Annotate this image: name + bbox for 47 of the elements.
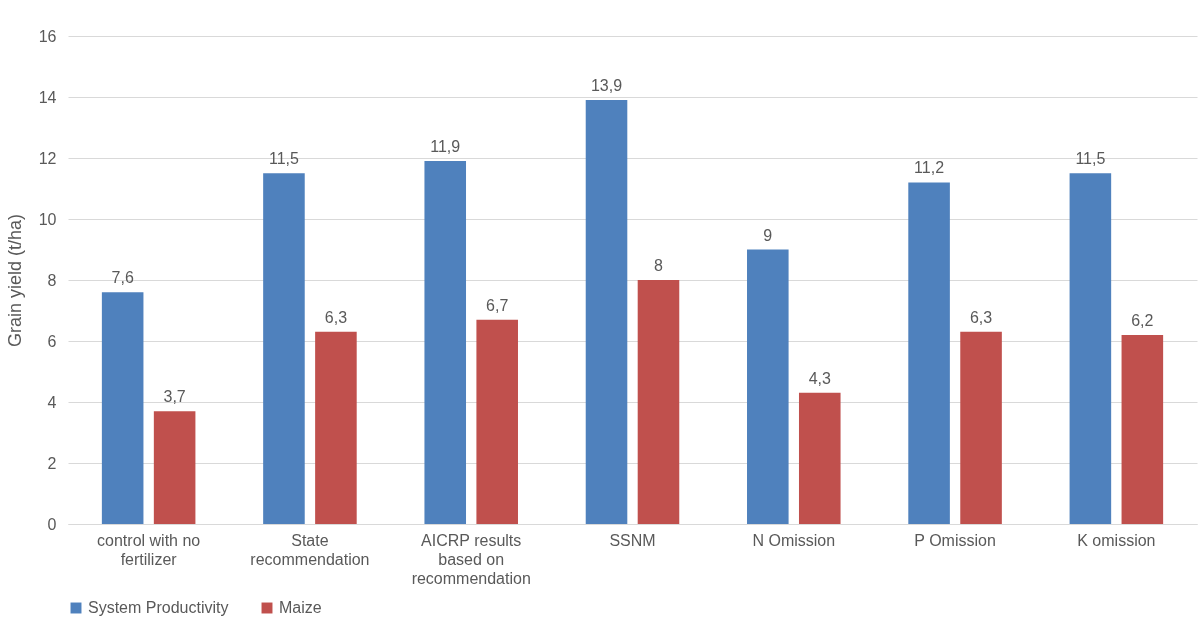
y-tick-label: 14 (38, 88, 57, 106)
bar (747, 249, 789, 524)
bar (315, 331, 357, 524)
y-axis-title: Grain yield (t/ha) (4, 213, 25, 348)
x-tick-label: K omission (1077, 531, 1156, 549)
y-tick-label: 4 (47, 393, 57, 411)
x-tick-label: control with no fertilizer (97, 531, 201, 568)
y-tick-label: 6 (47, 332, 57, 350)
x-tick-label: State recommendation (250, 531, 370, 568)
data-label: 6,2 (1131, 311, 1154, 329)
bar (263, 173, 305, 524)
bar (637, 280, 680, 524)
bar (1069, 173, 1112, 524)
data-label: 13,9 (590, 77, 623, 95)
data-label: 7,6 (111, 269, 134, 287)
data-label: 11,5 (268, 150, 300, 168)
bar (476, 319, 518, 524)
data-label: 6,7 (486, 296, 509, 314)
data-label: 4,3 (808, 369, 831, 387)
legend-label: System Productivity (88, 599, 229, 616)
x-tick-label: AICRP results based on recommendation (411, 531, 531, 587)
bar (960, 331, 1002, 524)
y-tick-label: 8 (47, 271, 57, 289)
y-tick-label: 10 (38, 210, 57, 228)
bar (424, 161, 467, 524)
x-tick-label: P Omission (914, 531, 996, 549)
data-label: 8 (654, 257, 664, 274)
bar (153, 411, 196, 524)
y-tick-label: 12 (38, 149, 57, 167)
bar (798, 392, 841, 524)
y-tick-label: 2 (47, 454, 57, 472)
bar (1121, 334, 1164, 524)
data-label: 11,2 (914, 159, 945, 177)
bar (908, 182, 950, 524)
x-tick-label: N Omission (752, 531, 836, 549)
legend-label: Maize (279, 599, 322, 616)
y-tick-label: 0 (47, 515, 57, 533)
y-tick-label: 16 (38, 27, 57, 45)
data-label: 6,3 (969, 308, 993, 326)
data-label: 6,3 (324, 308, 348, 326)
bar (585, 100, 628, 524)
data-label: 11,9 (430, 138, 461, 156)
bar (101, 292, 144, 524)
data-label: 3,7 (163, 388, 186, 406)
x-tick-label: SSNM (609, 531, 656, 549)
data-label: 9 (763, 226, 773, 244)
data-label: 11,5 (1075, 150, 1106, 168)
